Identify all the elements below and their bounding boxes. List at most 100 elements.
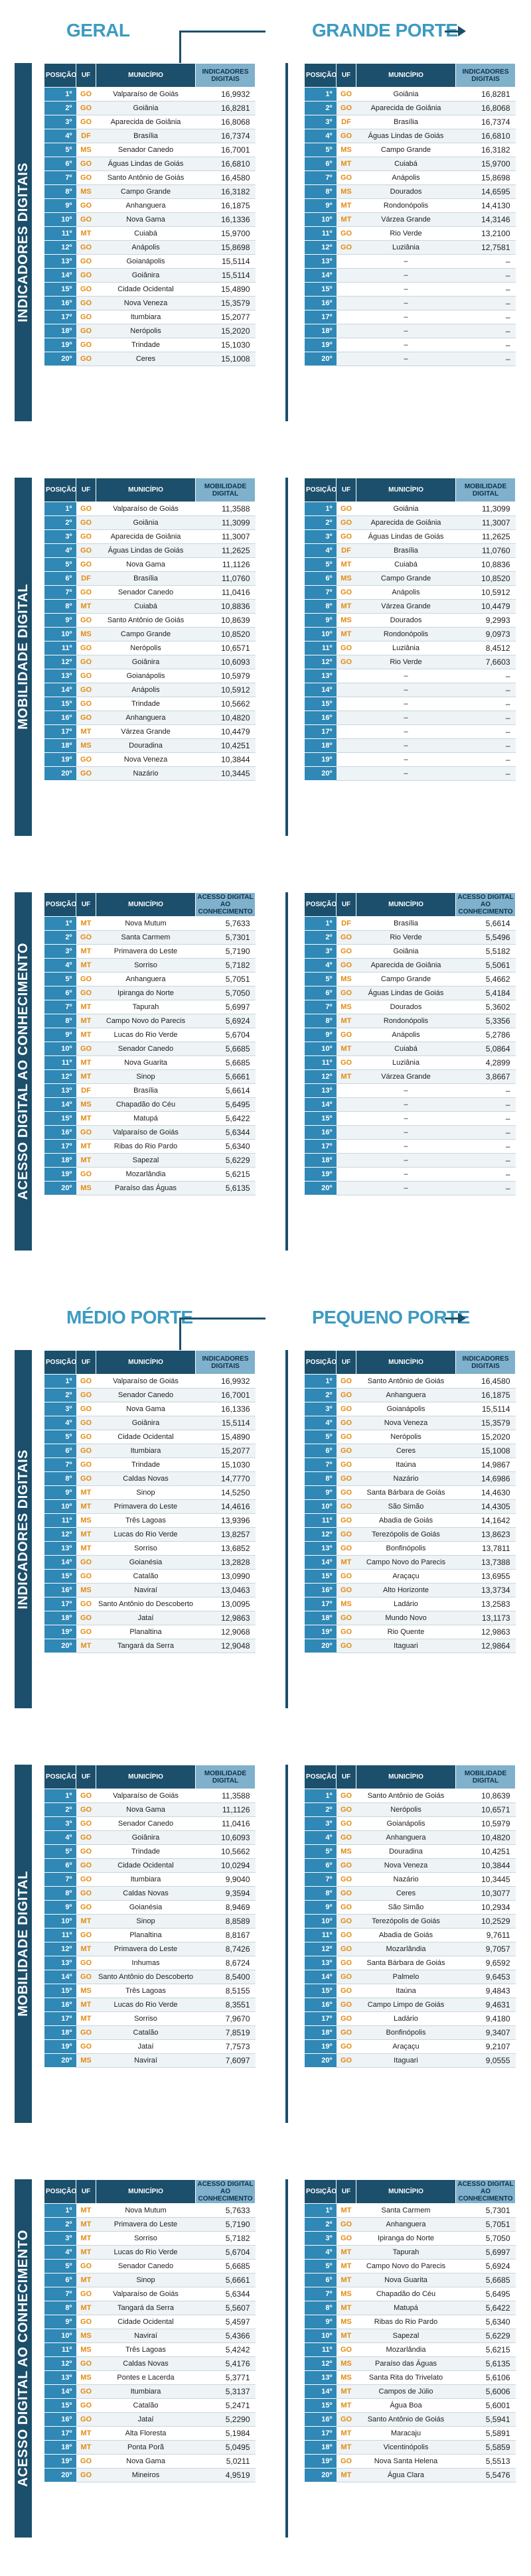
table-row: 13º – – — [304, 254, 516, 269]
row-uf — [336, 738, 356, 753]
row-position: 4º — [304, 543, 337, 558]
row-value: 15,9700 — [455, 157, 516, 171]
section-label-right — [285, 1350, 288, 1708]
row-municipio: Anhanguera — [356, 2217, 456, 2232]
header-uf: UF — [336, 1765, 356, 1789]
row-value: 5,6001 — [455, 2398, 516, 2413]
table-row: 12º GO Mozarlândia 9,7057 — [304, 1942, 516, 1956]
table-row: 15º MT Água Boa 5,6001 — [304, 2398, 516, 2413]
row-uf: MS — [76, 184, 96, 199]
row-municipio: Cidade Ocidental — [96, 1430, 196, 1444]
row-uf: GO — [336, 2217, 356, 2232]
table-row: 8º GO Caldas Novas 9,3594 — [44, 1886, 256, 1901]
row-position: 17º — [44, 724, 76, 739]
row-value: 7,6603 — [455, 655, 516, 669]
row-position: 7º — [304, 585, 337, 600]
row-uf — [336, 1139, 356, 1154]
table-row: 14º GO Anápolis 10,5912 — [44, 683, 256, 697]
header-position: POSIÇÃO — [304, 63, 337, 88]
row-municipio: – — [356, 738, 456, 753]
row-municipio: Anhanguera — [356, 1388, 456, 1402]
row-uf: GO — [76, 2287, 96, 2301]
row-position: 15º — [44, 1111, 76, 1126]
row-position: 15º — [304, 697, 337, 711]
row-value: 16,6810 — [455, 129, 516, 143]
section-label-left: INDICADORES DIGITAIS — [15, 1350, 32, 1708]
row-value: 13,8257 — [195, 1527, 256, 1542]
table-row: 18º – – — [304, 1153, 516, 1168]
row-position: 6º — [44, 157, 76, 171]
row-position: 9º — [304, 2315, 337, 2329]
table-row: 5º GO Nova Gama 11,1126 — [44, 557, 256, 572]
row-uf: MT — [76, 2203, 96, 2218]
row-uf: GO — [76, 1789, 96, 1803]
row-uf — [336, 752, 356, 767]
row-value: 10,5912 — [455, 585, 516, 600]
row-value: 16,1875 — [455, 1388, 516, 1402]
header-municipio: MUNICÍPIO — [96, 2179, 196, 2204]
row-municipio: Alta Floresta — [96, 2426, 196, 2441]
row-position: 6º — [44, 571, 76, 586]
row-municipio: Nova Santa Helena — [356, 2454, 456, 2469]
row-municipio: Várzea Grande — [96, 724, 196, 739]
table-row: 13º MT Sorriso 13,6852 — [44, 1541, 256, 1556]
row-municipio: Várzea Grande — [356, 1069, 456, 1084]
row-municipio: Tangará da Serra — [96, 1639, 196, 1653]
row-value: 12,9048 — [195, 1639, 256, 1653]
row-value: 16,7001 — [195, 1388, 256, 1402]
row-position: 14º — [304, 2384, 337, 2399]
table-row: 9º MT Rondonópolis 14,4130 — [304, 198, 516, 213]
row-municipio: Tapurah — [96, 1000, 196, 1014]
row-municipio: Lucas do Rio Verde — [96, 1028, 196, 1042]
row-uf: GO — [336, 1374, 356, 1389]
row-value: 16,9932 — [195, 1374, 256, 1389]
row-position: 9º — [44, 1485, 76, 1500]
row-position: 8º — [304, 1471, 337, 1486]
row-value: 10,8520 — [195, 627, 256, 642]
row-position: 13º — [304, 669, 337, 683]
row-municipio: Goianápolis — [96, 254, 196, 269]
row-municipio: Campos de Júlio — [356, 2384, 456, 2399]
table-row: 6º GO Ipiranga do Norte 5,7050 — [44, 986, 256, 1000]
row-uf: GO — [76, 310, 96, 324]
row-municipio: Campo Limpo de Goiás — [356, 1998, 456, 2012]
row-municipio: – — [356, 1181, 456, 1195]
row-municipio: Nova Gama — [96, 557, 196, 572]
header-uf: UF — [76, 1350, 96, 1375]
row-uf: MS — [336, 2315, 356, 2329]
row-position: 1º — [304, 916, 337, 931]
row-position: 14º — [44, 683, 76, 697]
row-uf: MT — [336, 2301, 356, 2315]
row-value: 16,9932 — [195, 87, 256, 102]
table-row: 9º GO São Simão 10,2934 — [304, 1900, 516, 1915]
row-value: 16,7001 — [195, 143, 256, 157]
row-municipio: Araçaçu — [356, 1569, 456, 1584]
row-municipio: Luziânia — [356, 641, 456, 655]
row-position: 3º — [304, 944, 337, 959]
row-uf — [336, 324, 356, 338]
row-uf: GO — [76, 2468, 96, 2482]
table-row: 7º MS Dourados 5,3602 — [304, 1000, 516, 1014]
table-row: 6º MT Cuiabá 15,9700 — [304, 157, 516, 171]
row-value: – — [455, 352, 516, 366]
row-position: 9º — [44, 613, 76, 628]
row-position: 15º — [304, 282, 337, 297]
table-row: 15º GO Trindade 10,5662 — [44, 697, 256, 711]
row-value: 10,0294 — [195, 1858, 256, 1873]
row-uf: GO — [336, 2231, 356, 2246]
row-municipio: Rio Quente — [356, 1625, 456, 1639]
row-value: 11,2625 — [195, 543, 256, 558]
row-position: 17º — [44, 310, 76, 324]
table-row: 9º GO Santo Antônio de Goiás 10,8639 — [44, 613, 256, 628]
row-value: – — [455, 324, 516, 338]
row-uf: GO — [336, 1430, 356, 1444]
table-row: 14º GO Palmelo 9,6453 — [304, 1970, 516, 1984]
table-row: 2º GO Nerópolis 10,6571 — [304, 1802, 516, 1817]
row-position: 11º — [304, 1513, 337, 1528]
row-uf: GO — [336, 1872, 356, 1887]
row-position: 12º — [304, 2356, 337, 2371]
row-value: 5,5607 — [195, 2301, 256, 2315]
row-value: 13,2583 — [455, 1597, 516, 1611]
row-uf: GO — [76, 2454, 96, 2469]
